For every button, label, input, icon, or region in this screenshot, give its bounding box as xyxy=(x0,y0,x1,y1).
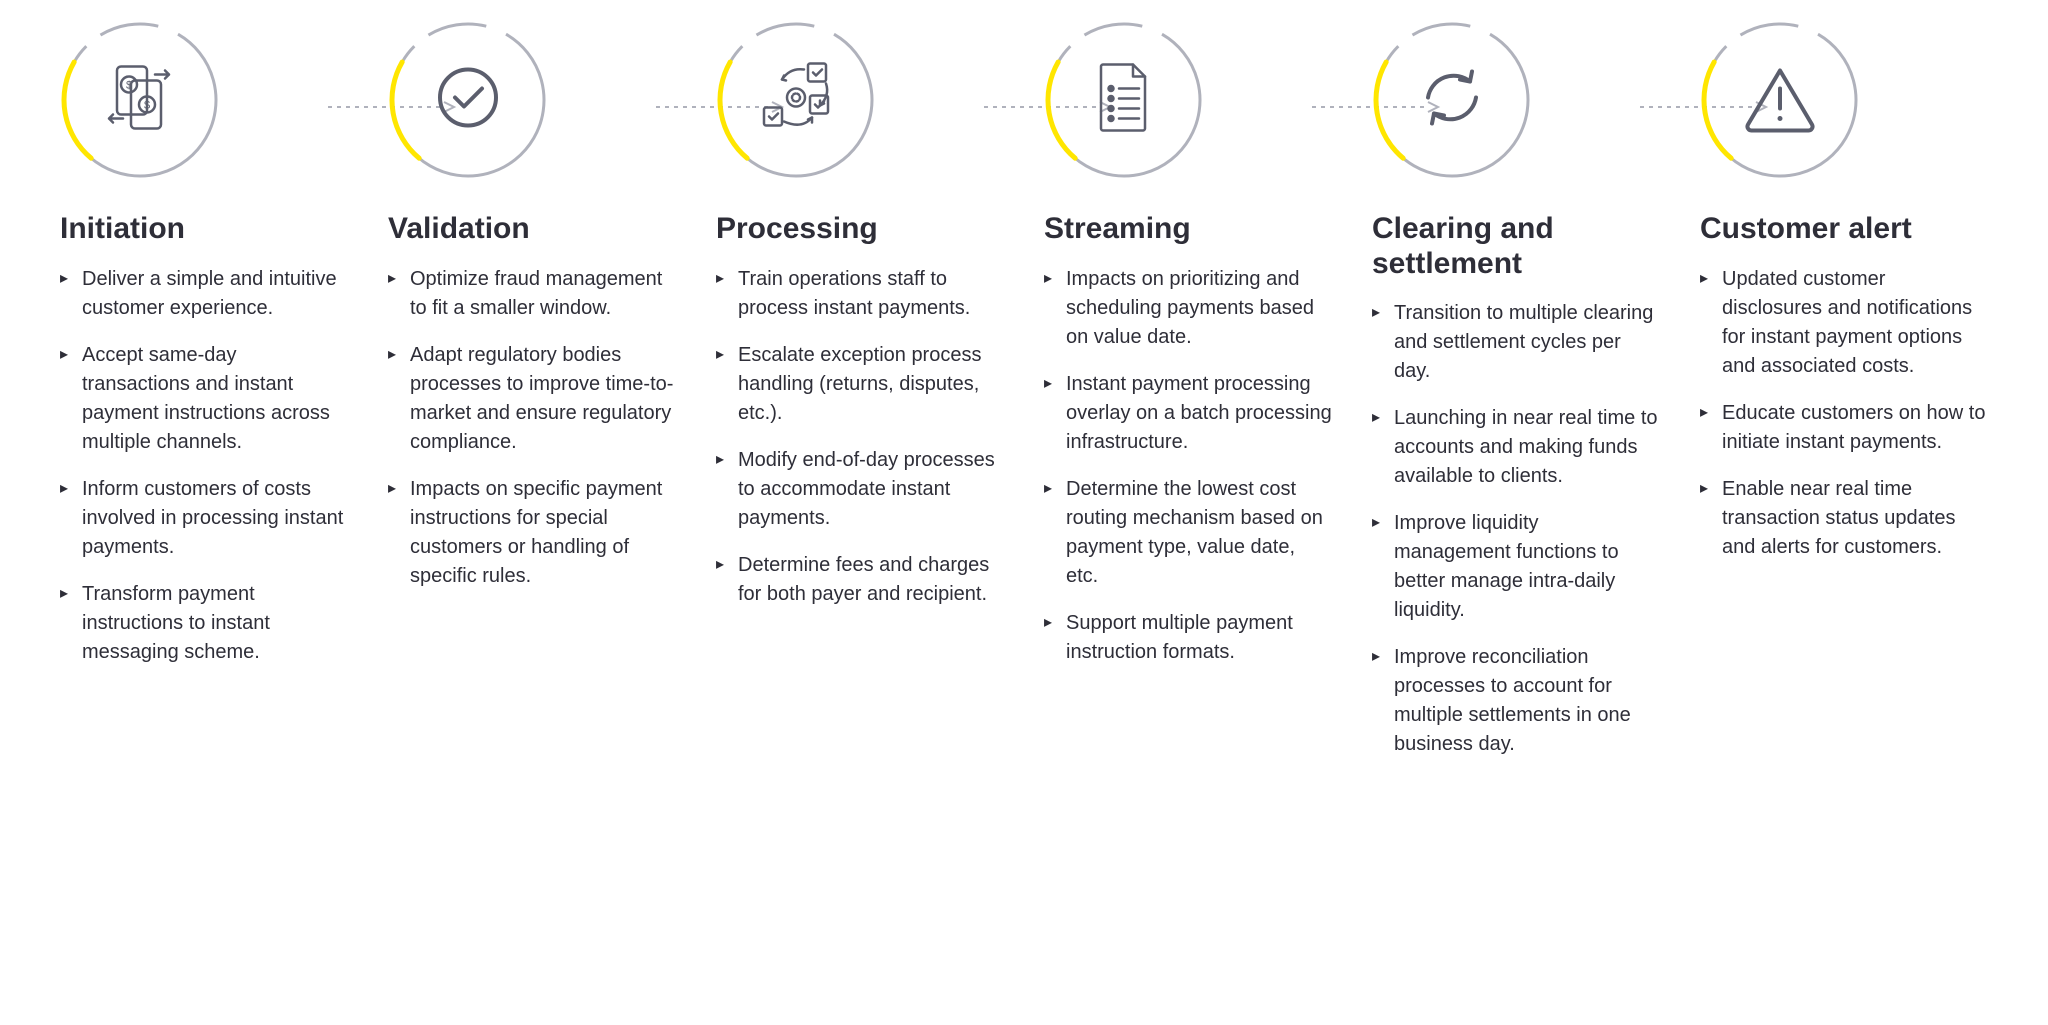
stage-icon-ring xyxy=(388,20,548,180)
bullet-item: Instant payment processing overlay on a … xyxy=(1044,370,1332,457)
stage-icon-ring xyxy=(1700,20,1860,180)
sync-arrows-icon xyxy=(1416,62,1488,139)
bullet-item: Support multiple payment instruction for… xyxy=(1044,609,1332,667)
bullet-item: Optimize fraud management to fit a small… xyxy=(388,265,676,323)
money-transfer-icon: $ $ xyxy=(101,59,179,142)
stage-bullets: Transition to multiple clearing and sett… xyxy=(1372,299,1660,777)
stage-validation: Validation Optimize fraud management to … xyxy=(368,20,696,609)
bullet-item: Deliver a simple and intuitive customer … xyxy=(60,265,348,323)
bullet-item: Determine fees and charges for both paye… xyxy=(716,551,1004,609)
bullet-item: Improve reconciliation processes to acco… xyxy=(1372,643,1660,759)
bullet-item: Improve liquidity management functions t… xyxy=(1372,509,1660,625)
stage-bullets: Impacts on prioritizing and scheduling p… xyxy=(1044,265,1332,685)
bullet-item: Adapt regulatory bodies processes to imp… xyxy=(388,341,676,457)
stage-bullets: Updated customer disclosures and notific… xyxy=(1700,265,1988,580)
stage-title: Customer alert xyxy=(1700,212,1912,247)
bullet-item: Updated customer disclosures and notific… xyxy=(1700,265,1988,381)
stage-bullets: Deliver a simple and intuitive customer … xyxy=(60,265,348,685)
stage-processing: Processing Train operations staff to pro… xyxy=(696,20,1024,627)
stage-initiation: $ $ Initiation Deliver a simple and intu… xyxy=(40,20,368,685)
stage-title: Streaming xyxy=(1044,212,1191,247)
bullet-item: Escalate exception process handling (ret… xyxy=(716,341,1004,428)
stage-bullets: Optimize fraud management to fit a small… xyxy=(388,265,676,609)
bullet-item: Inform customers of costs involved in pr… xyxy=(60,475,348,562)
stage-icon-ring xyxy=(1372,20,1532,180)
bullet-item: Transform payment instructions to instan… xyxy=(60,580,348,667)
document-list-icon xyxy=(1091,59,1157,142)
svg-text:$: $ xyxy=(126,80,132,92)
stage-title: Validation xyxy=(388,212,530,247)
checkmark-circle-icon xyxy=(433,63,503,138)
stage-title: Clearing and settlement xyxy=(1372,212,1660,281)
bullet-item: Impacts on specific payment instructions… xyxy=(388,475,676,591)
stage-clearing: Clearing and settlement Transition to mu… xyxy=(1352,20,1680,777)
svg-text:$: $ xyxy=(144,100,150,112)
stage-bullets: Train operations staff to process instan… xyxy=(716,265,1004,627)
bullet-item: Enable near real time transaction status… xyxy=(1700,475,1988,562)
stage-title: Processing xyxy=(716,212,878,247)
stage-streaming: Streaming Impacts on prioritizing and sc… xyxy=(1024,20,1352,685)
stage-icon-ring: $ $ xyxy=(60,20,220,180)
stage-title: Initiation xyxy=(60,212,185,247)
bullet-item: Accept same-day transactions and instant… xyxy=(60,341,348,457)
bullet-item: Transition to multiple clearing and sett… xyxy=(1372,299,1660,386)
process-flow: $ $ Initiation Deliver a simple and intu… xyxy=(40,20,2008,777)
stage-alert: Customer alert Updated customer disclosu… xyxy=(1680,20,2008,580)
bullet-item: Launching in near real time to accounts … xyxy=(1372,404,1660,491)
process-cycle-icon xyxy=(754,56,838,145)
bullet-item: Educate customers on how to initiate ins… xyxy=(1700,399,1988,457)
bullet-item: Modify end-of-day processes to accommoda… xyxy=(716,446,1004,533)
alert-triangle-icon xyxy=(1742,63,1818,138)
bullet-item: Determine the lowest cost routing mechan… xyxy=(1044,475,1332,591)
stage-icon-ring xyxy=(1044,20,1204,180)
bullet-item: Impacts on prioritizing and scheduling p… xyxy=(1044,265,1332,352)
bullet-item: Train operations staff to process instan… xyxy=(716,265,1004,323)
stage-icon-ring xyxy=(716,20,876,180)
